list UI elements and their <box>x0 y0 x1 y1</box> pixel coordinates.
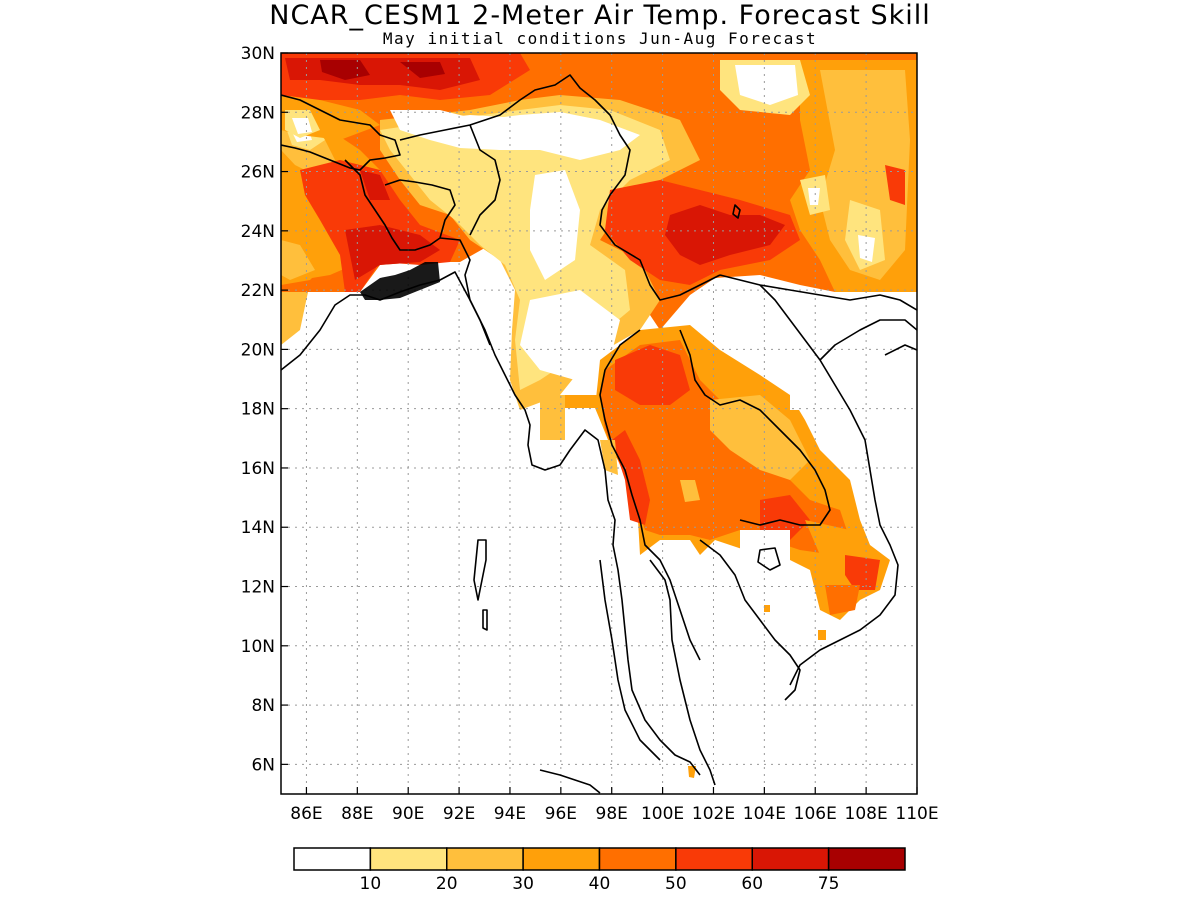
lon-tick-label: 96E <box>545 804 577 824</box>
lon-tick-label: 86E <box>290 804 322 824</box>
gridlines <box>281 53 917 794</box>
lat-tick-label: 6N <box>251 755 275 775</box>
colorbar-label: 30 <box>512 874 534 894</box>
colorbar-label: 50 <box>665 874 687 894</box>
colorbar-swatch <box>522 847 601 871</box>
lat-tick-label: 26N <box>241 163 275 183</box>
lat-tick-label: 14N <box>241 518 275 538</box>
lon-tick-label: 106E <box>794 804 837 824</box>
lon-tick-label: 90E <box>392 804 424 824</box>
lon-tick-label: 92E <box>443 804 475 824</box>
colorbar-swatch <box>293 847 372 871</box>
skill-shading <box>281 53 917 794</box>
colorbar-swatch <box>675 847 753 871</box>
lat-tick-label: 16N <box>241 459 275 479</box>
colorbar-label: 75 <box>818 874 840 894</box>
colorbar: 10 20 30 40 50 60 75 <box>293 847 906 894</box>
lat-tick-label: 22N <box>241 281 275 301</box>
lat-tick-label: 12N <box>241 578 275 598</box>
colorbar-swatch <box>827 847 906 871</box>
lat-tick-label: 20N <box>241 340 275 360</box>
lat-tick-label: 24N <box>241 222 275 242</box>
lat-tick-label: 18N <box>241 400 275 420</box>
colorbar-swatch <box>751 847 830 871</box>
lon-tick-label: 104E <box>743 804 786 824</box>
lat-tick-label: 8N <box>251 696 275 716</box>
map-subtitle: May initial conditions Jun-Aug Forecast <box>382 29 818 48</box>
map-frame <box>280 52 918 795</box>
colorbar-label: 40 <box>589 874 611 894</box>
colorbar-label: 60 <box>741 874 763 894</box>
lon-tick-label: 88E <box>341 804 373 824</box>
colorbar-label: 20 <box>436 874 458 894</box>
colorbar-swatch <box>369 847 448 871</box>
map-title: NCAR_CESM1 2-Meter Air Temp. Forecast Sk… <box>269 0 931 31</box>
lat-tick-label: 10N <box>241 637 275 657</box>
lat-tick-label: 30N <box>241 44 275 64</box>
latitude-labels: 6N 8N 10N 12N 14N 16N 18N 20N 22N 24N 26N 28N 30N <box>241 44 288 775</box>
longitude-labels: 86E 88E 90E 92E 94E 96E 98E 100E 102E 104E 106E 108… <box>290 787 939 824</box>
lon-tick-label: 98E <box>596 804 628 824</box>
colorbar-swatch <box>598 847 677 871</box>
lon-tick-label: 110E <box>895 804 938 824</box>
lon-tick-label: 94E <box>494 804 526 824</box>
delta-coast-detail <box>360 262 440 300</box>
lon-tick-label: 100E <box>641 804 684 824</box>
lon-tick-label: 108E <box>845 804 888 824</box>
colorbar-swatch <box>446 847 524 871</box>
lon-tick-label: 102E <box>692 804 735 824</box>
lat-tick-label: 28N <box>241 103 275 123</box>
colorbar-label: 10 <box>360 874 382 894</box>
